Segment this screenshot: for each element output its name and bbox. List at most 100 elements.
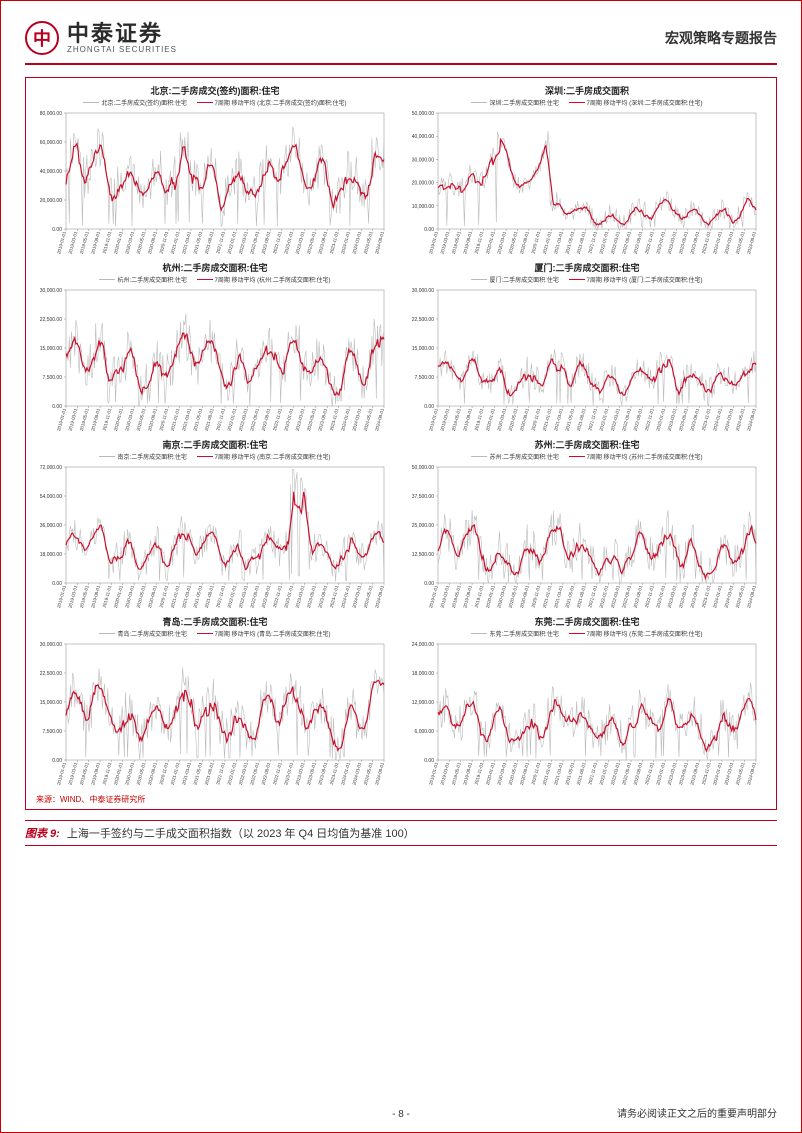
svg-text:2022-11-01: 2022-11-01: [272, 230, 283, 254]
source-label: 来源：WIND、中泰证券研究所: [30, 794, 772, 805]
svg-text:0.00: 0.00: [424, 581, 434, 587]
svg-text:2020-01-01: 2020-01-01: [485, 407, 496, 431]
svg-text:10,000.00: 10,000.00: [412, 204, 434, 210]
svg-text:12,500.00: 12,500.00: [412, 552, 434, 558]
svg-text:2021-08-01: 2021-08-01: [204, 230, 215, 254]
svg-text:2021-01-01: 2021-01-01: [170, 584, 181, 608]
svg-text:2019-08-01: 2019-08-01: [462, 407, 473, 431]
svg-text:15,000.00: 15,000.00: [412, 346, 434, 352]
svg-text:2019-03-01: 2019-03-01: [440, 230, 451, 254]
legend-ma: 7周期 移动平均 (东莞:二手房成交面积:住宅): [569, 629, 703, 638]
svg-text:2019-08-01: 2019-08-01: [90, 761, 101, 785]
svg-text:2022-03-01: 2022-03-01: [610, 407, 621, 431]
svg-text:2021-11-01: 2021-11-01: [587, 584, 598, 608]
svg-text:2020-03-01: 2020-03-01: [124, 761, 135, 785]
svg-text:2019-03-01: 2019-03-01: [68, 761, 79, 785]
legend-ma: 7周期 移动平均 (深圳:二手房成交面积:住宅): [569, 98, 703, 107]
svg-text:2022-08-01: 2022-08-01: [633, 230, 644, 254]
svg-text:2019-08-01: 2019-08-01: [462, 230, 473, 254]
svg-text:2021-03-01: 2021-03-01: [553, 230, 564, 254]
svg-text:2024-05-01: 2024-05-01: [363, 230, 374, 254]
svg-text:2023-08-01: 2023-08-01: [689, 407, 700, 431]
svg-text:2021-03-01: 2021-03-01: [553, 761, 564, 785]
svg-text:2024-05-01: 2024-05-01: [363, 407, 374, 431]
svg-text:2023-08-01: 2023-08-01: [689, 761, 700, 785]
svg-text:2023-03-01: 2023-03-01: [667, 761, 678, 785]
legend-raw: 深圳:二手房成交面积:住宅: [471, 98, 558, 107]
svg-text:50,000.00: 50,000.00: [412, 111, 434, 117]
svg-text:2019-11-01: 2019-11-01: [474, 230, 485, 254]
svg-text:22,500.00: 22,500.00: [40, 671, 62, 677]
svg-text:2022-08-01: 2022-08-01: [261, 230, 272, 254]
swatch-gray-icon: [471, 456, 487, 458]
svg-text:2023-11-01: 2023-11-01: [701, 407, 712, 431]
svg-text:2020-11-01: 2020-11-01: [530, 584, 541, 608]
svg-text:2024-03-01: 2024-03-01: [723, 407, 734, 431]
svg-text:2024-05-01: 2024-05-01: [735, 407, 746, 431]
svg-text:2020-11-01: 2020-11-01: [158, 584, 169, 608]
svg-text:30,000.00: 30,000.00: [412, 288, 434, 294]
svg-text:2023-03-01: 2023-03-01: [295, 761, 306, 785]
svg-text:2023-08-01: 2023-08-01: [317, 230, 328, 254]
svg-text:22,500.00: 22,500.00: [412, 317, 434, 323]
svg-text:2019-03-01: 2019-03-01: [440, 761, 451, 785]
svg-text:2023-11-01: 2023-11-01: [701, 584, 712, 608]
svg-text:15,000.00: 15,000.00: [40, 700, 62, 706]
swatch-gray-icon: [99, 633, 115, 635]
svg-text:2021-03-01: 2021-03-01: [181, 584, 192, 608]
svg-text:2020-05-01: 2020-05-01: [508, 761, 519, 785]
svg-text:18,000.00: 18,000.00: [40, 552, 62, 558]
svg-text:2022-11-01: 2022-11-01: [644, 230, 655, 254]
svg-text:2020-11-01: 2020-11-01: [530, 230, 541, 254]
figure-9-prefix: 图表 9:: [25, 828, 60, 840]
svg-text:2021-11-01: 2021-11-01: [587, 230, 598, 254]
svg-text:12,000.00: 12,000.00: [412, 700, 434, 706]
svg-text:2019-08-01: 2019-08-01: [462, 584, 473, 608]
swatch-gray-icon: [99, 279, 115, 281]
legend-ma: 7周期 移动平均 (南京:二手房成交面积:住宅): [197, 452, 331, 461]
svg-text:2023-05-01: 2023-05-01: [306, 761, 317, 785]
svg-text:2023-03-01: 2023-03-01: [295, 230, 306, 254]
swatch-gray-icon: [471, 279, 487, 281]
svg-text:30,000.00: 30,000.00: [412, 157, 434, 163]
svg-text:2022-01-01: 2022-01-01: [227, 761, 238, 785]
svg-text:22,500.00: 22,500.00: [40, 317, 62, 323]
chart-legend: 杭州:二手房成交面积:住宅 7周期 移动平均 (杭州:二手房成交面积:住宅): [30, 275, 400, 284]
svg-text:2022-05-01: 2022-05-01: [621, 230, 632, 254]
svg-text:2021-08-01: 2021-08-01: [576, 761, 587, 785]
svg-text:72,000.00: 72,000.00: [40, 465, 62, 471]
svg-text:2019-03-01: 2019-03-01: [440, 584, 451, 608]
chart-7: 东莞:二手房成交面积:住宅 东莞:二手房成交面积:住宅 7周期 移动平均 (东莞…: [402, 615, 772, 790]
svg-text:2019-11-01: 2019-11-01: [474, 584, 485, 608]
chart-title: 深圳:二手房成交面积: [402, 84, 772, 97]
legend-ma: 7周期 移动平均 (北京:二手房成交(签约)面积:住宅): [197, 98, 347, 107]
svg-text:2019-11-01: 2019-11-01: [102, 584, 113, 608]
svg-text:2022-01-01: 2022-01-01: [599, 584, 610, 608]
svg-text:2024-08-01: 2024-08-01: [374, 230, 385, 254]
chart-legend: 苏州:二手房成交面积:住宅 7周期 移动平均 (苏州:二手房成交面积:住宅): [402, 452, 772, 461]
svg-text:2019-03-01: 2019-03-01: [68, 407, 79, 431]
svg-text:2021-03-01: 2021-03-01: [181, 761, 192, 785]
svg-text:7,500.00: 7,500.00: [415, 375, 435, 381]
svg-text:2020-08-01: 2020-08-01: [519, 584, 530, 608]
svg-text:2022-01-01: 2022-01-01: [227, 230, 238, 254]
svg-text:2019-01-01: 2019-01-01: [428, 584, 439, 608]
svg-text:2020-08-01: 2020-08-01: [147, 407, 158, 431]
svg-text:20,000.00: 20,000.00: [40, 198, 62, 204]
swatch-gray-icon: [471, 102, 487, 104]
svg-text:2024-01-01: 2024-01-01: [340, 407, 351, 431]
svg-text:2020-08-01: 2020-08-01: [147, 761, 158, 785]
chart-title: 东莞:二手房成交面积:住宅: [402, 615, 772, 628]
svg-text:2023-03-01: 2023-03-01: [295, 584, 306, 608]
svg-text:2023-05-01: 2023-05-01: [306, 407, 317, 431]
swatch-gray-icon: [83, 102, 99, 104]
chart-title: 厦门:二手房成交面积:住宅: [402, 261, 772, 274]
svg-text:2023-05-01: 2023-05-01: [678, 230, 689, 254]
svg-text:2021-01-01: 2021-01-01: [170, 407, 181, 431]
svg-text:2023-05-01: 2023-05-01: [678, 407, 689, 431]
logo-icon: 中: [25, 21, 59, 55]
svg-text:2019-05-01: 2019-05-01: [451, 407, 462, 431]
swatch-red-icon: [569, 102, 585, 104]
legend-ma: 7周期 移动平均 (苏州:二手房成交面积:住宅): [569, 452, 703, 461]
svg-text:2020-03-01: 2020-03-01: [496, 230, 507, 254]
